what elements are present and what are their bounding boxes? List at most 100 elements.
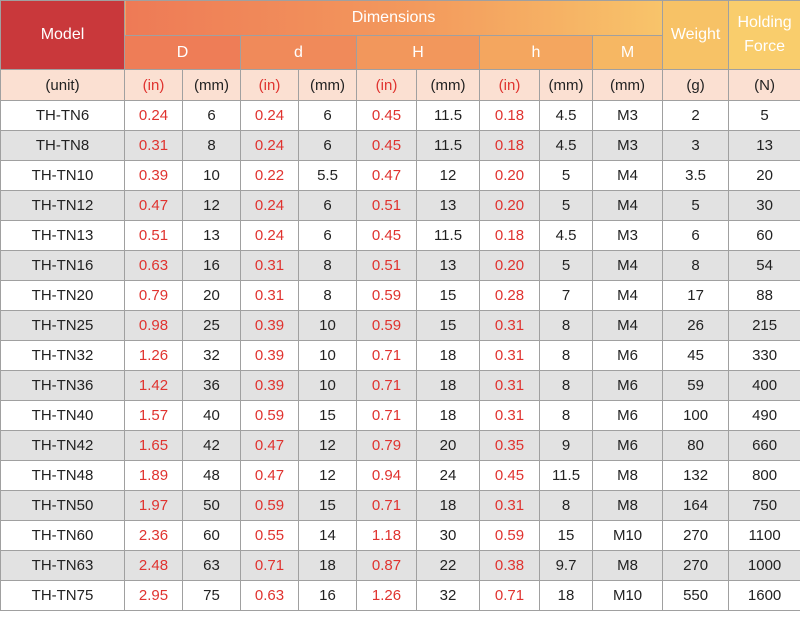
cell-d-mm: 6 (298, 100, 357, 131)
cell-h-mm: 8 (539, 400, 593, 431)
header-row-sub: D d H h M (1, 35, 800, 70)
cell-D-in: 0.79 (124, 280, 183, 311)
cell-h-in: 0.18 (479, 100, 540, 131)
cell-model: TH-TN20 (0, 280, 125, 311)
cell-D-in: 0.98 (124, 310, 183, 341)
cell-h-in: 0.18 (479, 220, 540, 251)
cell-weight-g: 26 (662, 310, 730, 341)
cell-h-mm: 8 (539, 370, 593, 401)
cell-thread-M: M6 (591, 370, 664, 401)
cell-d-mm: 16 (298, 580, 357, 611)
cell-thread-M: M6 (591, 400, 664, 431)
cell-d-mm: 12 (298, 430, 357, 461)
cell-model: TH-TN13 (0, 220, 125, 251)
unit-in: (in) (356, 69, 417, 101)
cell-thread-M: M3 (591, 220, 664, 251)
cell-h-in: 0.20 (479, 160, 540, 191)
cell-D-mm: 32 (182, 340, 241, 371)
cell-holding-force-n: 54 (728, 250, 800, 281)
cell-weight-g: 164 (662, 490, 730, 521)
cell-H-in: 0.47 (356, 160, 417, 191)
cell-D-mm: 6 (182, 100, 241, 131)
cell-holding-force-n: 800 (728, 460, 800, 491)
cell-h-mm: 9.7 (539, 550, 593, 581)
cell-d-mm: 14 (298, 520, 357, 551)
unit-n: (N) (728, 69, 800, 101)
cell-d-mm: 6 (298, 130, 357, 161)
cell-holding-force-n: 5 (728, 100, 800, 131)
cell-H-in: 0.59 (356, 280, 417, 311)
cell-H-in: 0.45 (356, 220, 417, 251)
unit-g: (g) (662, 69, 730, 101)
cell-model: TH-TN40 (0, 400, 125, 431)
cell-model: TH-TN6 (0, 100, 125, 131)
cell-H-in: 0.71 (356, 490, 417, 521)
cell-H-in: 0.71 (356, 370, 417, 401)
unit-in: (in) (240, 69, 299, 101)
cell-h-mm: 8 (539, 490, 593, 521)
cell-H-mm: 18 (416, 490, 480, 521)
cell-D-in: 1.57 (124, 400, 183, 431)
table-row: TH-TN48 1.89 48 0.47 12 0.94 24 0.45 11.5 M8 132 80… (0, 460, 800, 491)
cell-D-in: 0.24 (124, 100, 183, 131)
cell-holding-force-n: 88 (728, 280, 800, 311)
dim-M-header: M (591, 35, 664, 70)
cell-thread-M: M4 (591, 190, 664, 221)
cell-d-mm: 18 (298, 550, 357, 581)
cell-model: TH-TN63 (0, 550, 125, 581)
cell-h-mm: 5 (539, 190, 593, 221)
table-row: TH-TN25 0.98 25 0.39 10 0.59 15 0.31 8 M4 26 215 (0, 310, 800, 341)
cell-weight-g: 59 (662, 370, 730, 401)
cell-d-in: 0.31 (240, 250, 299, 281)
cell-weight-g: 100 (662, 400, 730, 431)
unit-row: (unit) (in) (mm) (in) (mm) (in) (mm) (in… (0, 69, 800, 101)
cell-d-in: 0.24 (240, 220, 299, 251)
cell-thread-M: M6 (591, 340, 664, 371)
table-row: TH-TN75 2.95 75 0.63 16 1.26 32 0.71 18 M10 550 160… (0, 580, 800, 611)
cell-d-mm: 5.5 (298, 160, 357, 191)
cell-holding-force-n: 330 (728, 340, 800, 371)
cell-H-mm: 32 (416, 580, 480, 611)
cell-h-in: 0.45 (479, 460, 540, 491)
holding-force-line1: Holding (737, 14, 792, 31)
cell-d-in: 0.24 (240, 190, 299, 221)
cell-H-mm: 18 (416, 400, 480, 431)
cell-D-mm: 36 (182, 370, 241, 401)
cell-holding-force-n: 400 (728, 370, 800, 401)
table-row: TH-TN40 1.57 40 0.59 15 0.71 18 0.31 8 M6 100 490 (0, 400, 800, 431)
cell-D-in: 0.51 (124, 220, 183, 251)
cell-weight-g: 2 (662, 100, 730, 131)
cell-h-mm: 11.5 (539, 460, 593, 491)
cell-h-mm: 7 (539, 280, 593, 311)
table-row: TH-TN32 1.26 32 0.39 10 0.71 18 0.31 8 M6 45 330 (0, 340, 800, 371)
unit-mm: (mm) (591, 69, 664, 101)
dim-D-header: D (124, 35, 241, 70)
cell-d-mm: 10 (298, 310, 357, 341)
cell-h-in: 0.38 (479, 550, 540, 581)
cell-holding-force-n: 1600 (728, 580, 800, 611)
cell-model: TH-TN75 (0, 580, 125, 611)
cell-h-in: 0.31 (479, 490, 540, 521)
unit-mm: (mm) (298, 69, 357, 101)
cell-h-in: 0.31 (479, 340, 540, 371)
cell-thread-M: M4 (591, 310, 664, 341)
cell-thread-M: M8 (591, 460, 664, 491)
cell-H-in: 1.18 (356, 520, 417, 551)
cell-weight-g: 3.5 (662, 160, 730, 191)
cell-holding-force-n: 20 (728, 160, 800, 191)
cell-h-mm: 8 (539, 310, 593, 341)
cell-d-mm: 12 (298, 460, 357, 491)
cell-holding-force-n: 1100 (728, 520, 800, 551)
cell-h-in: 0.31 (479, 370, 540, 401)
cell-D-in: 1.97 (124, 490, 183, 521)
cell-H-mm: 15 (416, 280, 480, 311)
cell-D-mm: 12 (182, 190, 241, 221)
cell-d-mm: 10 (298, 340, 357, 371)
cell-h-mm: 8 (539, 340, 593, 371)
cell-H-in: 0.71 (356, 340, 417, 371)
cell-D-mm: 48 (182, 460, 241, 491)
cell-H-mm: 24 (416, 460, 480, 491)
table-row: TH-TN16 0.63 16 0.31 8 0.51 13 0.20 5 M4 8 54 (0, 250, 800, 281)
cell-d-in: 0.31 (240, 280, 299, 311)
table-row: TH-TN12 0.47 12 0.24 6 0.51 13 0.20 5 M4 5 30 (0, 190, 800, 221)
